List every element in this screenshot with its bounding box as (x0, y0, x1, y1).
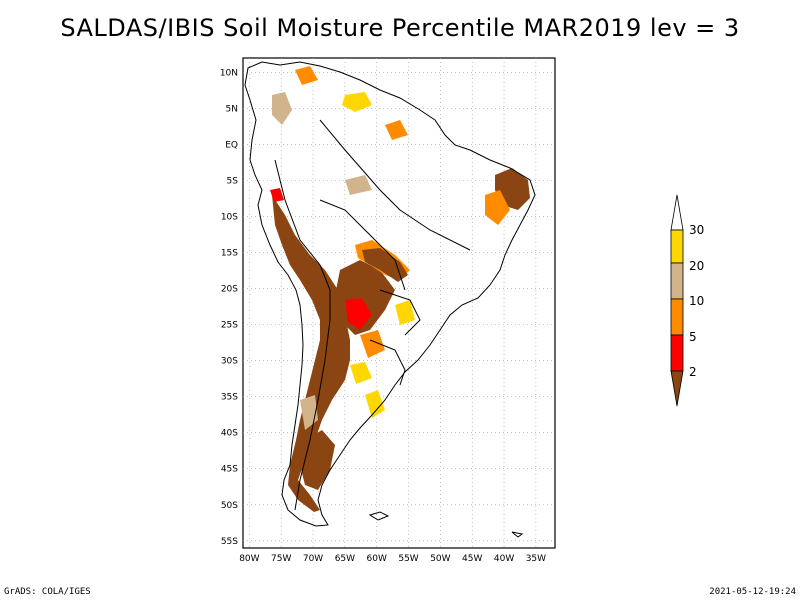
latitude-tick-labels: 10N 5N EQ 5S 10S 15S 20S 25S 30S 35S 40S 45S 50S 55S (220, 68, 238, 546)
legend-label-5: 5 (689, 330, 697, 344)
andes-dry-band (272, 195, 350, 512)
lon-tick-label: 35W (526, 554, 546, 564)
south-brazil-orange-patch (360, 330, 385, 358)
legend-swatch-2-5 (670, 334, 684, 372)
lon-tick-label: 75W (271, 554, 291, 564)
lat-tick-label: 50S (221, 501, 238, 511)
south-georgia (511, 531, 524, 538)
legend-swatch-10-20 (670, 262, 684, 300)
lat-tick-label: 10N (220, 68, 238, 78)
longitude-tick-labels: 80W 75W 70W 65W 60W 55W 50W 45W 40W 35W (239, 554, 546, 564)
map-title: SALDAS/IBIS Soil Moisture Percentile MAR… (60, 14, 740, 42)
south-america-coastline (244, 61, 536, 527)
paraguay-border (379, 289, 421, 336)
lat-tick-label: 45S (221, 465, 238, 475)
rio-plata-border (369, 339, 406, 386)
andes-border (274, 159, 331, 511)
legend-cap-top (670, 194, 684, 231)
soil-moisture-field (270, 66, 530, 512)
central-red-patch (345, 298, 372, 330)
legend-swatch-5-10 (670, 298, 684, 336)
amazon-tan-patch (345, 175, 372, 195)
pampas-yellow-patch (350, 362, 372, 384)
pantanal-brown-patch (362, 248, 408, 282)
venezuela-orange-patch (295, 66, 318, 85)
colombia-tan-patch (272, 92, 292, 125)
lat-tick-label: 25S (221, 321, 238, 331)
coastline-and-borders (244, 61, 536, 538)
amazon-borders (319, 119, 471, 251)
lat-tick-label: 5S (227, 177, 239, 187)
lat-tick-label: 20S (221, 285, 238, 295)
sao-paulo-yellow-patch (395, 300, 415, 325)
lat-tick-label: 35S (221, 393, 238, 403)
lat-tick-label: 40S (221, 429, 238, 439)
legend-label-30: 30 (689, 223, 704, 237)
color-legend: 30 20 10 5 2 (670, 194, 704, 407)
lon-tick-label: 60W (367, 554, 387, 564)
grads-credit: GrADS: COLA/IGES (4, 587, 91, 597)
bolivia-border (319, 199, 406, 291)
lat-tick-label: 10S (221, 213, 238, 223)
lat-tick-label: EQ (225, 140, 238, 150)
guiana-yellow-patch (342, 92, 372, 112)
timestamp: 2021-05-12-19:24 (709, 587, 796, 597)
guyana-orange-patch (385, 120, 408, 140)
lon-tick-label: 80W (239, 554, 259, 564)
lon-tick-label: 65W (335, 554, 355, 564)
legend-label-10: 10 (689, 294, 704, 308)
lon-tick-label: 50W (430, 554, 450, 564)
lat-tick-label: 30S (221, 357, 238, 367)
lon-tick-label: 55W (398, 554, 418, 564)
legend-swatch-20-30 (670, 229, 684, 264)
lat-tick-label: 15S (221, 249, 238, 259)
peru-red-patch (270, 188, 284, 202)
lat-tick-label: 5N (226, 104, 238, 114)
northeast-brazil-orange-patch (485, 190, 510, 225)
falklands (368, 511, 390, 521)
lon-tick-label: 45W (462, 554, 482, 564)
legend-label-20: 20 (689, 259, 704, 273)
lon-tick-label: 70W (303, 554, 323, 564)
legend-cap-bottom (670, 370, 684, 407)
uruguay-yellow-patch (365, 390, 385, 418)
lat-tick-label: 55S (221, 537, 238, 547)
legend-label-2: 2 (689, 365, 697, 379)
lon-tick-label: 40W (494, 554, 514, 564)
